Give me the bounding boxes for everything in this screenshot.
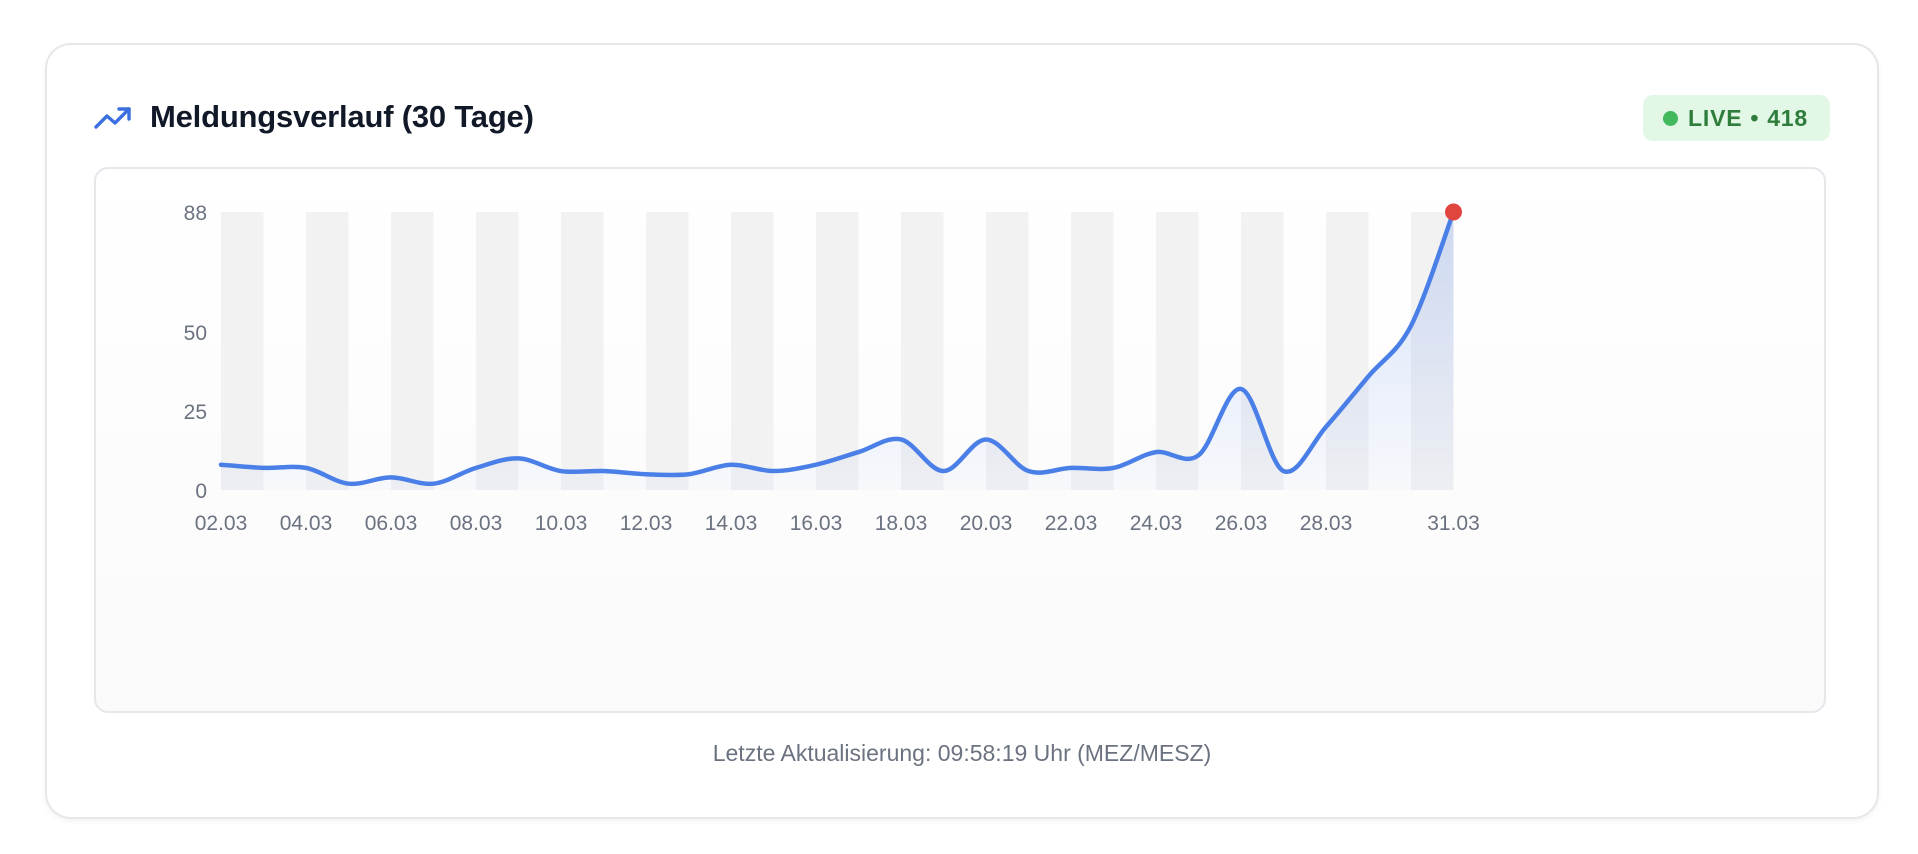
data-point <box>772 469 776 473</box>
background-band <box>561 212 604 490</box>
data-point <box>1197 453 1201 457</box>
x-tick-label: 14.03 <box>705 512 758 535</box>
background-band <box>306 212 349 490</box>
background-band <box>731 212 774 490</box>
live-badge: LIVE • 418 <box>1643 95 1830 141</box>
data-point <box>1282 469 1286 473</box>
series-area <box>221 212 1454 490</box>
data-point <box>1409 324 1413 328</box>
y-tick-label: 0 <box>195 480 207 503</box>
data-point <box>347 482 351 486</box>
last-update-text: Letzte Aktualisierung: 09:58:19 Uhr (MEZ… <box>712 740 1212 766</box>
data-point <box>1239 387 1243 391</box>
x-tick-label: 02.03 <box>195 512 248 535</box>
chart-panel: 0 25 50 88 02.03 04.03 06.03 08.03 10.03 12.03 14.… <box>94 167 1826 713</box>
x-tick-label: 22.03 <box>1045 512 1098 535</box>
x-tick-label: 04.03 <box>280 512 333 535</box>
background-band <box>1071 212 1114 490</box>
data-point <box>984 437 988 441</box>
x-tick-label: 20.03 <box>960 512 1013 535</box>
data-point <box>899 437 903 441</box>
x-tick-label: 18.03 <box>875 512 928 535</box>
live-status-label: LIVE <box>1688 104 1743 131</box>
background-band <box>646 212 689 490</box>
live-report-count: 418 <box>1767 104 1808 131</box>
x-tick-label: 26.03 <box>1215 512 1268 535</box>
series-line <box>218 209 1456 487</box>
data-point <box>432 482 436 486</box>
report-trend-chart: 0 25 50 88 02.03 04.03 06.03 08.03 10.03 12.03 14.… <box>184 202 1480 535</box>
data-point <box>219 463 223 467</box>
data-point <box>1324 425 1328 429</box>
data-point <box>474 466 478 470</box>
data-point <box>1027 469 1031 473</box>
data-point <box>687 472 691 476</box>
background-band <box>221 212 264 490</box>
x-tick-label: 08.03 <box>450 512 503 535</box>
data-point <box>644 472 648 476</box>
data-point <box>559 469 563 473</box>
background-band <box>816 212 859 490</box>
data-point <box>262 466 266 470</box>
y-tick-label: 50 <box>184 322 207 345</box>
x-tick-label: 28.03 <box>1300 512 1353 535</box>
x-tick-label: 31.03 <box>1427 512 1480 535</box>
y-tick-label: 88 <box>184 202 207 225</box>
x-tick-label: 16.03 <box>790 512 843 535</box>
data-point <box>1367 374 1371 378</box>
data-point <box>857 450 861 454</box>
background-band <box>391 212 434 490</box>
x-tick-label: 10.03 <box>535 512 588 535</box>
card-title: Meldungsverlauf (30 Tage) <box>150 99 534 134</box>
data-point <box>1069 466 1073 470</box>
x-tick-label: 06.03 <box>365 512 418 535</box>
data-point <box>942 469 946 473</box>
x-tick-label: 12.03 <box>620 512 673 535</box>
background-band <box>476 212 519 490</box>
badge-separator: • <box>1750 104 1760 131</box>
y-tick-label: 25 <box>184 401 207 424</box>
card-content: Meldungsverlauf (30 Tage) LIVE • 418 0 25… <box>45 43 1879 819</box>
x-tick-label: 24.03 <box>1130 512 1183 535</box>
data-point <box>729 463 733 467</box>
data-point <box>517 456 521 460</box>
card-header: Meldungsverlauf (30 Tage) LIVE • 418 <box>94 95 1830 143</box>
data-point <box>1154 450 1158 454</box>
live-status-dot <box>1663 110 1679 126</box>
data-point <box>602 469 606 473</box>
data-point <box>814 463 818 467</box>
data-point <box>389 475 393 479</box>
peak-marker <box>1445 203 1462 221</box>
data-point <box>1112 466 1116 470</box>
data-point <box>304 466 308 470</box>
background-band <box>1156 212 1199 490</box>
trending-up-icon <box>94 107 131 129</box>
